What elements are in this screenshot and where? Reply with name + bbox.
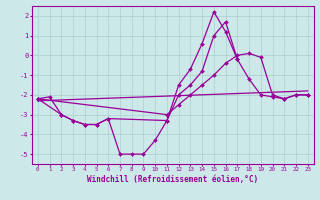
X-axis label: Windchill (Refroidissement éolien,°C): Windchill (Refroidissement éolien,°C): [87, 175, 258, 184]
